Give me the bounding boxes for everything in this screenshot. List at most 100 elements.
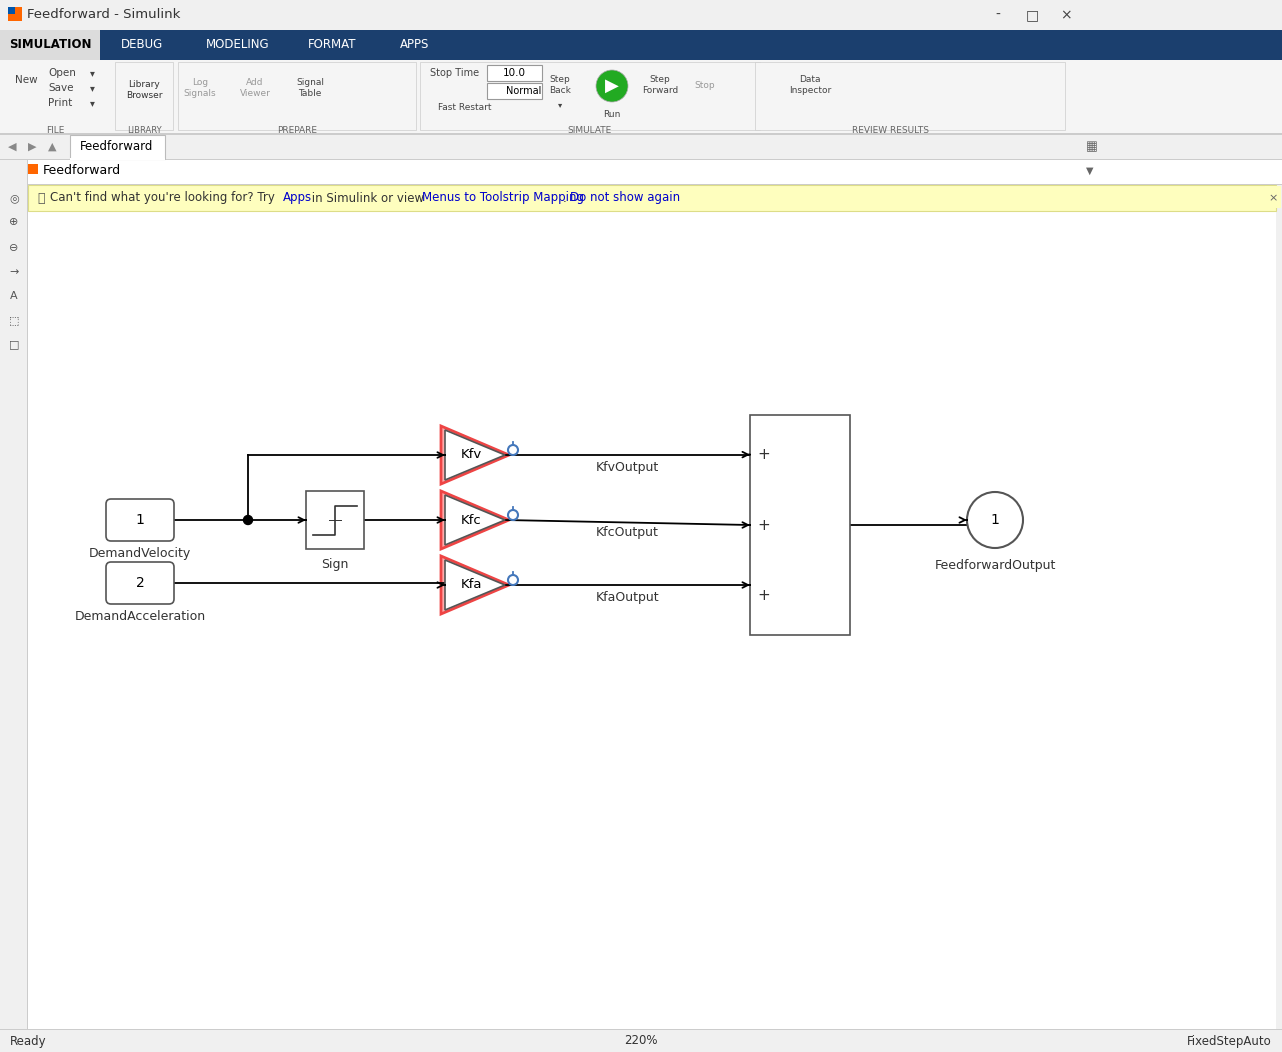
Polygon shape	[441, 491, 509, 549]
Text: REVIEW RESULTS: REVIEW RESULTS	[851, 126, 928, 135]
Bar	[0, 0, 1282, 31]
Bar	[750, 414, 850, 635]
Circle shape	[967, 492, 1023, 548]
Text: ×: ×	[1268, 193, 1278, 203]
Bar	[0, 31, 100, 60]
Bar	[28, 164, 38, 174]
Text: -: -	[996, 8, 1000, 22]
Text: KfaOutput: KfaOutput	[596, 591, 659, 604]
Text: ▼: ▼	[1086, 166, 1094, 176]
Text: Log
Signals: Log Signals	[183, 78, 217, 98]
Text: Apps: Apps	[283, 191, 312, 204]
Text: SIMULATE: SIMULATE	[568, 126, 612, 135]
Text: 2: 2	[136, 576, 145, 590]
Text: Ready: Ready	[10, 1034, 46, 1048]
Text: 220%: 220%	[624, 1034, 658, 1048]
Text: □: □	[9, 339, 19, 349]
Text: ×: ×	[1060, 8, 1072, 22]
Polygon shape	[445, 560, 505, 610]
Text: Add
Viewer: Add Viewer	[240, 78, 271, 98]
Bar	[115, 62, 173, 130]
FancyBboxPatch shape	[106, 562, 174, 604]
Bar	[0, 31, 1282, 60]
Text: APPS: APPS	[400, 39, 429, 52]
Text: Sign: Sign	[322, 558, 349, 571]
Text: KfvOutput: KfvOutput	[596, 461, 659, 474]
Text: ▾: ▾	[90, 83, 95, 93]
Circle shape	[508, 575, 518, 585]
Text: 1: 1	[991, 513, 1000, 527]
Text: DEBUG: DEBUG	[122, 39, 164, 52]
Text: FixedStepAuto: FixedStepAuto	[1187, 1034, 1272, 1048]
Text: Kfv: Kfv	[460, 448, 482, 462]
Bar	[8, 7, 22, 21]
Bar	[487, 83, 542, 99]
Text: 1: 1	[136, 513, 145, 527]
Bar	[755, 62, 1065, 130]
Text: Data
Inspector: Data Inspector	[788, 76, 831, 95]
Text: FeedforwardOutput: FeedforwardOutput	[935, 559, 1055, 572]
Text: Save: Save	[47, 83, 73, 93]
Text: ▾: ▾	[90, 98, 95, 108]
Text: Normal: Normal	[506, 86, 541, 96]
Text: +: +	[758, 588, 770, 603]
Text: KfcOutput: KfcOutput	[596, 526, 659, 539]
Text: ⊕: ⊕	[9, 217, 19, 227]
Bar	[0, 133, 1282, 135]
FancyBboxPatch shape	[106, 499, 174, 541]
Text: MODELING: MODELING	[205, 39, 269, 52]
Text: Feedforward: Feedforward	[81, 141, 154, 154]
Text: Feedforward - Simulink: Feedforward - Simulink	[27, 8, 181, 21]
Text: Fast Restart: Fast Restart	[438, 103, 491, 112]
Text: Can't find what you're looking for? Try: Can't find what you're looking for? Try	[50, 191, 278, 204]
Bar	[0, 1030, 1282, 1052]
Bar	[71, 158, 165, 160]
Text: Do not show again: Do not show again	[570, 191, 681, 204]
Bar	[28, 211, 1276, 1030]
Polygon shape	[441, 557, 509, 614]
Text: Feedforward: Feedforward	[44, 164, 121, 178]
Text: ▾: ▾	[90, 68, 95, 78]
Polygon shape	[441, 426, 509, 484]
Text: ⊖: ⊖	[9, 243, 19, 252]
Text: Library
Browser: Library Browser	[126, 80, 163, 100]
Circle shape	[508, 510, 518, 520]
Text: Step
Back: Step Back	[549, 76, 570, 95]
Bar	[487, 65, 542, 81]
Bar	[71, 135, 165, 159]
Bar	[306, 491, 364, 549]
Text: ▲: ▲	[47, 142, 56, 151]
Circle shape	[508, 445, 518, 456]
Text: in Simulink or view: in Simulink or view	[308, 191, 428, 204]
Text: □: □	[1026, 8, 1038, 22]
Text: Stop Time: Stop Time	[429, 68, 479, 78]
Bar	[0, 160, 1282, 185]
Text: New: New	[15, 75, 37, 85]
Text: Menus to Toolstrip Mapping: Menus to Toolstrip Mapping	[422, 191, 585, 204]
Text: Step
Forward: Step Forward	[642, 76, 678, 95]
Text: LIBRARY: LIBRARY	[127, 126, 162, 135]
Text: →: →	[9, 267, 19, 277]
Text: Open: Open	[47, 68, 76, 78]
Bar	[8, 7, 15, 14]
Bar	[0, 60, 1282, 135]
Text: .: .	[563, 191, 570, 204]
Text: ▾: ▾	[558, 100, 562, 109]
Text: ◎: ◎	[9, 193, 19, 203]
Bar	[0, 135, 1282, 160]
Text: FILE: FILE	[46, 126, 64, 135]
Text: PREPARE: PREPARE	[277, 126, 317, 135]
Text: DemandAcceleration: DemandAcceleration	[74, 610, 205, 623]
Text: ▶: ▶	[28, 142, 36, 151]
Text: Signal
Table: Signal Table	[296, 78, 324, 98]
Text: FORMAT: FORMAT	[308, 39, 356, 52]
Bar	[0, 160, 28, 1030]
Text: +: +	[758, 518, 770, 532]
Text: ⬚: ⬚	[9, 315, 19, 325]
Text: Print: Print	[47, 98, 72, 108]
Text: Kfc: Kfc	[460, 513, 481, 526]
Circle shape	[596, 70, 628, 102]
Bar	[420, 62, 760, 130]
Circle shape	[244, 515, 253, 525]
Text: ⓘ: ⓘ	[37, 191, 45, 204]
